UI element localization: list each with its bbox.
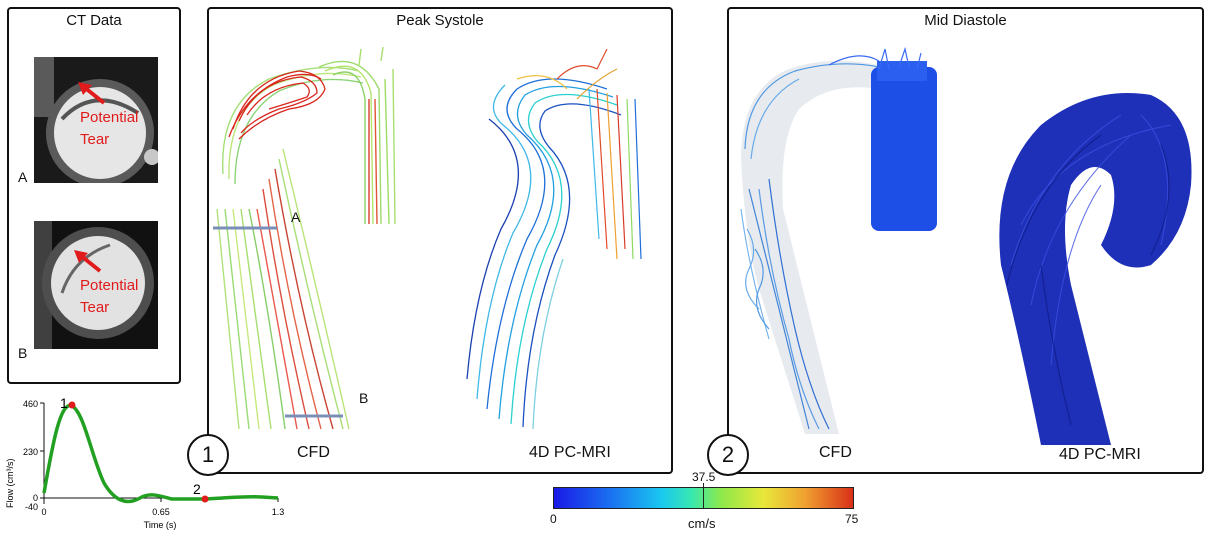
ct-image-b-graphic (34, 221, 158, 349)
peak-marker-b: B (359, 390, 369, 406)
colorbar-min: 0 (550, 512, 557, 526)
mid-mri-aorta (999, 93, 1192, 445)
peak-systole-number: 1 (187, 434, 229, 476)
flow-xtick-065: 0.65 (152, 507, 170, 517)
mid-cfd-aorta (740, 46, 937, 434)
flow-ytick-0: 0 (33, 493, 38, 503)
peak-mri-label: 4D PC-MRI (529, 444, 611, 461)
tear-annotation-b-line2: Tear (80, 299, 110, 316)
ct-image-b: Potential Tear (34, 221, 158, 349)
arrow-icon (78, 82, 106, 105)
colorbar-max: 75 (845, 512, 859, 526)
mid-diastole-panel: Mid Diastole (707, 7, 1204, 476)
peak-systole-panel: Peak Systole (187, 7, 673, 476)
ct-image-a-label: A (18, 169, 28, 185)
flow-point-2-label: 2 (193, 481, 201, 497)
flow-point-2 (201, 495, 209, 503)
mid-diastole-number: 2 (707, 434, 749, 476)
peak-mri-aorta (466, 49, 642, 430)
mid-mri-label: 4D PC-MRI (1059, 446, 1141, 463)
colorbar-unit: cm/s (688, 516, 716, 531)
peak-cfd-aorta (213, 46, 396, 430)
peak-systole-title: Peak Systole (396, 12, 484, 29)
tear-annotation-b-line1: Potential (80, 277, 139, 294)
flow-curve (42, 403, 279, 504)
arrow-icon (74, 250, 102, 273)
peak-marker-a: A (291, 209, 301, 225)
flow-ytick-neg40: -40 (25, 502, 38, 512)
tear-annotation-a-line1: Potential (80, 109, 139, 126)
mid-cfd-label: CFD (819, 444, 852, 461)
flow-point-1-label: 1 (60, 395, 68, 411)
flow-ytick-460: 460 (23, 399, 38, 409)
flow-ytick-230: 230 (23, 447, 38, 457)
flow-point-1 (68, 401, 76, 409)
tear-annotation-a-line2: Tear (80, 131, 110, 148)
peak-cfd-label: CFD (297, 444, 330, 461)
flow-chart: Flow (cm³/s) 460 230 0 -40 0 0.65 1.3 Ti… (5, 395, 285, 530)
ct-image-a: Potential Tear (34, 57, 158, 183)
colorbar-mid: 37.5 (692, 470, 716, 484)
ct-image-a-graphic (34, 57, 158, 183)
flow-xtick-13: 1.3 (272, 507, 285, 517)
flow-chart-ylabel: Flow (cm³/s) (5, 459, 15, 509)
mid-diastole-title: Mid Diastole (924, 12, 1007, 29)
colorbar-mid-tick (703, 483, 704, 509)
ct-image-b-label: B (18, 345, 28, 361)
ct-data-panel: CT Data Potential Tear A (7, 7, 181, 384)
ct-data-title: CT Data (66, 12, 122, 29)
flow-xtick-0: 0 (41, 507, 46, 517)
flow-chart-xlabel: Time (s) (144, 520, 177, 530)
